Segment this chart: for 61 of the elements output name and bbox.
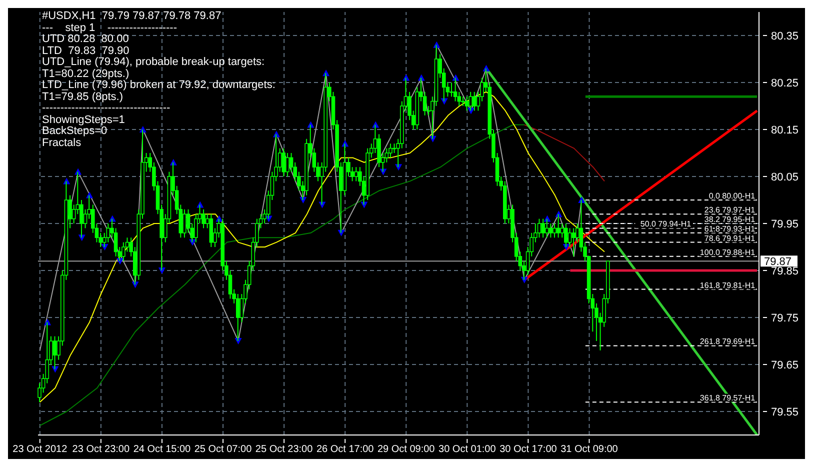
x-tick-label: 25 Oct 23:00 <box>255 444 314 455</box>
annotation: T1=80.22 (29pts.) <box>42 68 130 80</box>
ref-line-label: 0.0 80.00-H1 <box>708 192 756 200</box>
candlestick <box>106 223 110 243</box>
annotation: Fractals <box>42 136 82 149</box>
x-tick-label: 30 Oct 17:00 <box>500 444 558 455</box>
x-tick-label: 25 Oct 07:00 <box>194 444 252 455</box>
x-tick-label: 31 Oct 09:00 <box>560 444 618 455</box>
candlestick <box>464 96 469 112</box>
candlestick <box>461 96 465 106</box>
ref-line-label: 78.6 79.91-H1 <box>704 234 756 243</box>
x-tick-label: 23 Oct 2012 <box>12 444 68 455</box>
candlestick <box>560 223 564 238</box>
ref-line-label: 50.0 79.94-H1 <box>640 220 692 229</box>
ref-line-label: 100.0 79.88-H1 <box>700 248 756 257</box>
annotation: --- step 1 ------------------- <box>42 22 178 34</box>
candlestick <box>450 82 454 98</box>
y-tick-label: 80.15 <box>771 124 799 136</box>
y-tick-label: 80.05 <box>771 172 799 184</box>
annotation: BackSteps=0 <box>42 125 108 138</box>
candlestick <box>354 166 358 182</box>
candlestick <box>282 148 286 177</box>
candlestick <box>472 91 476 112</box>
candlestick <box>182 208 186 238</box>
candlestick <box>202 208 206 229</box>
annotation: LTD 79.83 79.90 <box>42 44 130 57</box>
line-series <box>524 124 605 182</box>
candlestick <box>552 223 556 238</box>
y-tick-label: 79.95 <box>771 218 799 230</box>
x-tick-label: 29 Oct 09:00 <box>377 444 436 455</box>
y-tick-label: 79.55 <box>771 406 799 418</box>
candlestick <box>122 242 126 262</box>
ref-line-label: 38.2 79.95-H1 <box>704 215 756 224</box>
annotation: T1=79.85 (8pts.) <box>42 90 124 103</box>
ref-line-label: 23.6 79.97-H1 <box>704 206 756 215</box>
y-tick-label: 79.65 <box>771 360 799 372</box>
line-series <box>39 124 525 426</box>
x-tick-label: 30 Oct 01:00 <box>438 444 496 455</box>
candlestick <box>209 214 214 248</box>
candlestick <box>541 218 545 238</box>
annotation: LTD_Line (79.96) broken at 79.92, downtargets: <box>42 79 276 92</box>
x-tick-label: 24 Oct 15:00 <box>133 444 192 455</box>
chart-title: #USDX,H1 79.79 79.87 79.78 79.87 <box>42 10 222 22</box>
annotation: ----------------------------------- <box>42 102 172 114</box>
annotation: ShowingSteps=1 <box>42 114 126 126</box>
line-series <box>39 91 605 403</box>
x-tick-label: 23 Oct 23:00 <box>72 444 130 455</box>
y-tick-label: 79.85 <box>771 266 799 278</box>
candlestick <box>548 223 553 238</box>
y-tick-label: 80.25 <box>771 78 799 90</box>
y-tick-label: 80.35 <box>771 30 799 42</box>
candlestick <box>286 152 290 177</box>
candlestick <box>537 218 542 238</box>
y-tick-label: 79.75 <box>771 312 799 324</box>
annotation: UTD_Line (79.94), probable break-up targets: <box>42 56 266 68</box>
annotation: UTD 80.28 80.00 <box>42 33 130 46</box>
candlestick <box>572 228 576 257</box>
candlestick <box>388 143 392 158</box>
x-tick-label: 26 Oct 17:00 <box>316 444 374 455</box>
ref-line-label: 261.8 79.69-H1 <box>700 337 756 346</box>
ref-line-label: 161.8 79.81-H1 <box>700 280 756 290</box>
